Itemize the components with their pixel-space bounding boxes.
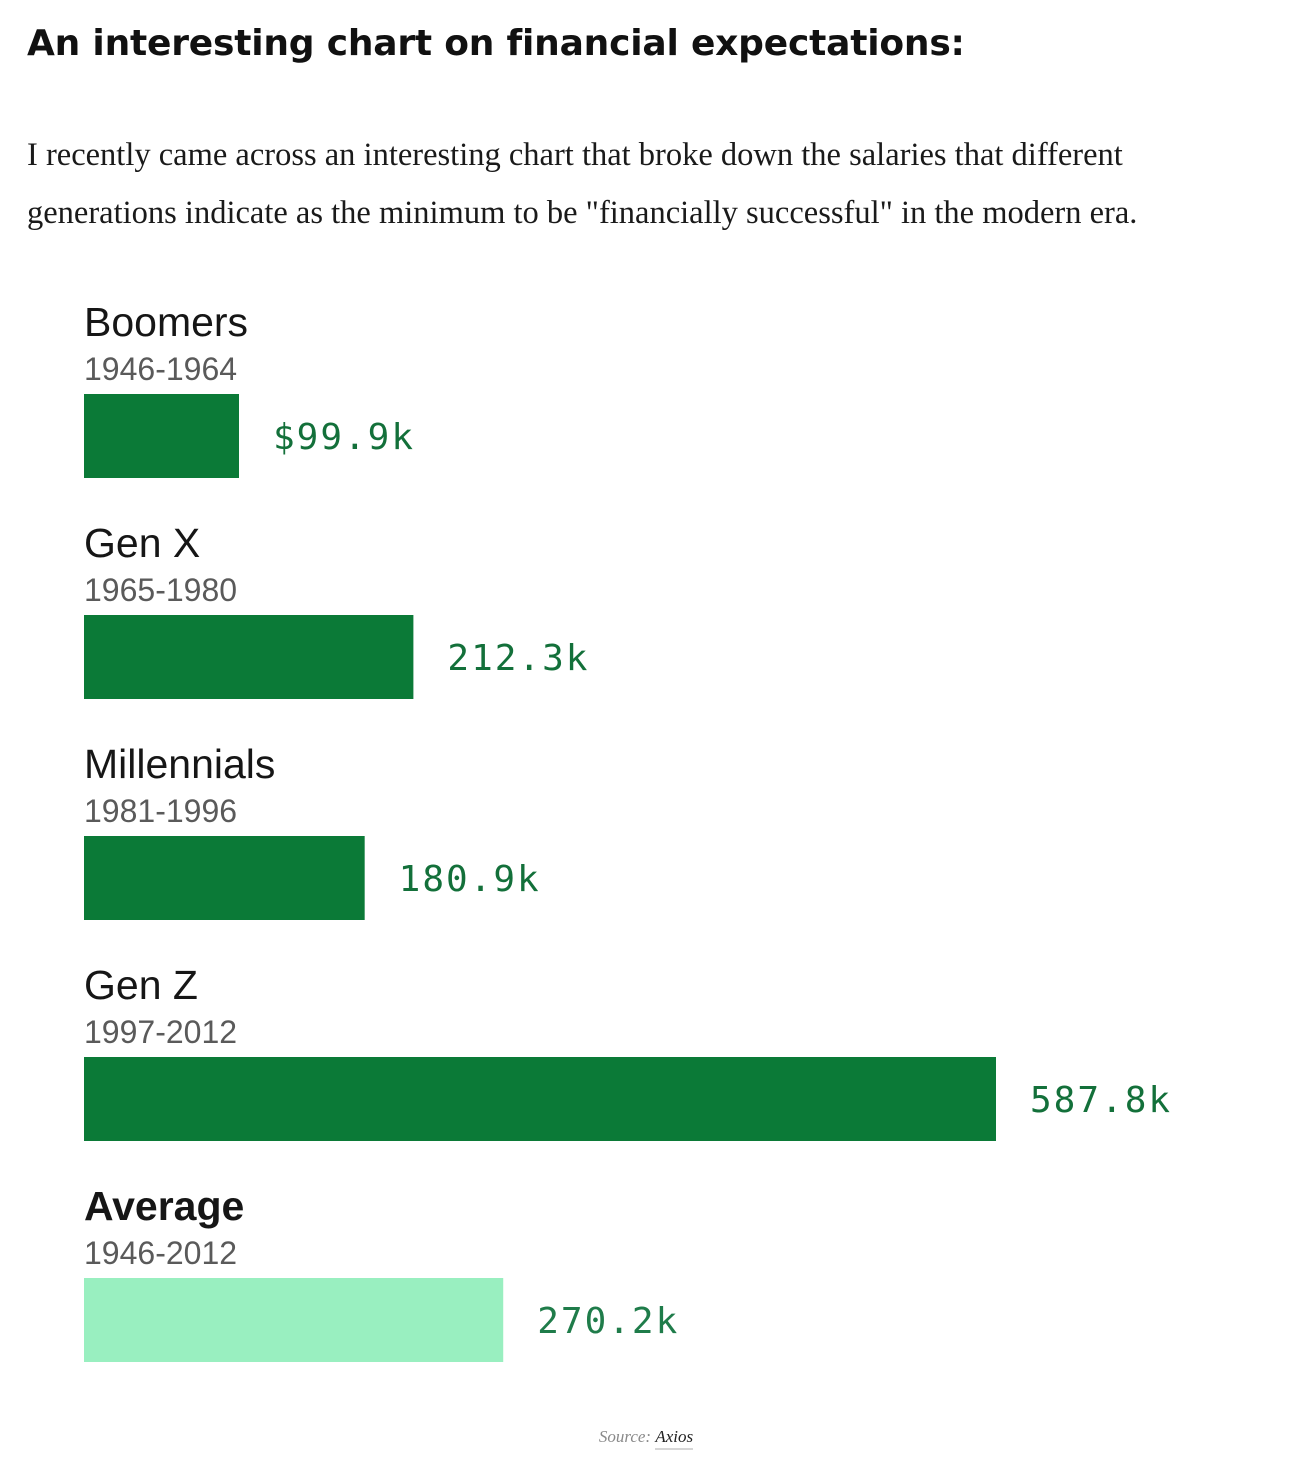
category-years-boomers: 1946-1964 bbox=[84, 351, 237, 387]
category-years-average: 1946-2012 bbox=[84, 1235, 237, 1271]
value-label-average: 270.2k bbox=[537, 1301, 679, 1342]
bar-gen-x bbox=[84, 615, 414, 699]
bar-average bbox=[84, 1278, 504, 1362]
bar-gen-z bbox=[84, 1057, 996, 1141]
bar-millennials bbox=[84, 836, 365, 920]
category-label-gen-z: Gen Z bbox=[84, 962, 198, 1008]
value-label-boomers: $99.9k bbox=[273, 417, 415, 458]
category-years-gen-x: 1965-1980 bbox=[84, 572, 237, 608]
value-label-millennials: 180.9k bbox=[399, 859, 541, 900]
value-label-gen-z: 587.8k bbox=[1030, 1080, 1172, 1121]
source-link[interactable]: Axios bbox=[655, 1427, 694, 1450]
category-label-average: Average bbox=[84, 1183, 244, 1229]
generation-salary-chart: Boomers 1946-1964 $99.9k Gen X 1965-1980 212.… bbox=[84, 299, 1172, 1362]
value-label-gen-x: 212.3k bbox=[447, 638, 589, 679]
article-heading: An interesting chart on financial expect… bbox=[27, 23, 965, 64]
category-label-gen-x: Gen X bbox=[84, 520, 200, 566]
category-label-boomers: Boomers bbox=[84, 299, 248, 345]
article-intro: I recently came across an interesting ch… bbox=[27, 137, 1138, 231]
bar-boomers bbox=[84, 394, 239, 478]
chart-source: Source: Axios bbox=[0, 1425, 1292, 1450]
source-prefix: Source: bbox=[598, 1427, 652, 1446]
category-label-millennials: Millennials bbox=[84, 741, 275, 787]
category-years-gen-z: 1997-2012 bbox=[84, 1014, 237, 1050]
category-years-millennials: 1981-1996 bbox=[84, 793, 237, 829]
